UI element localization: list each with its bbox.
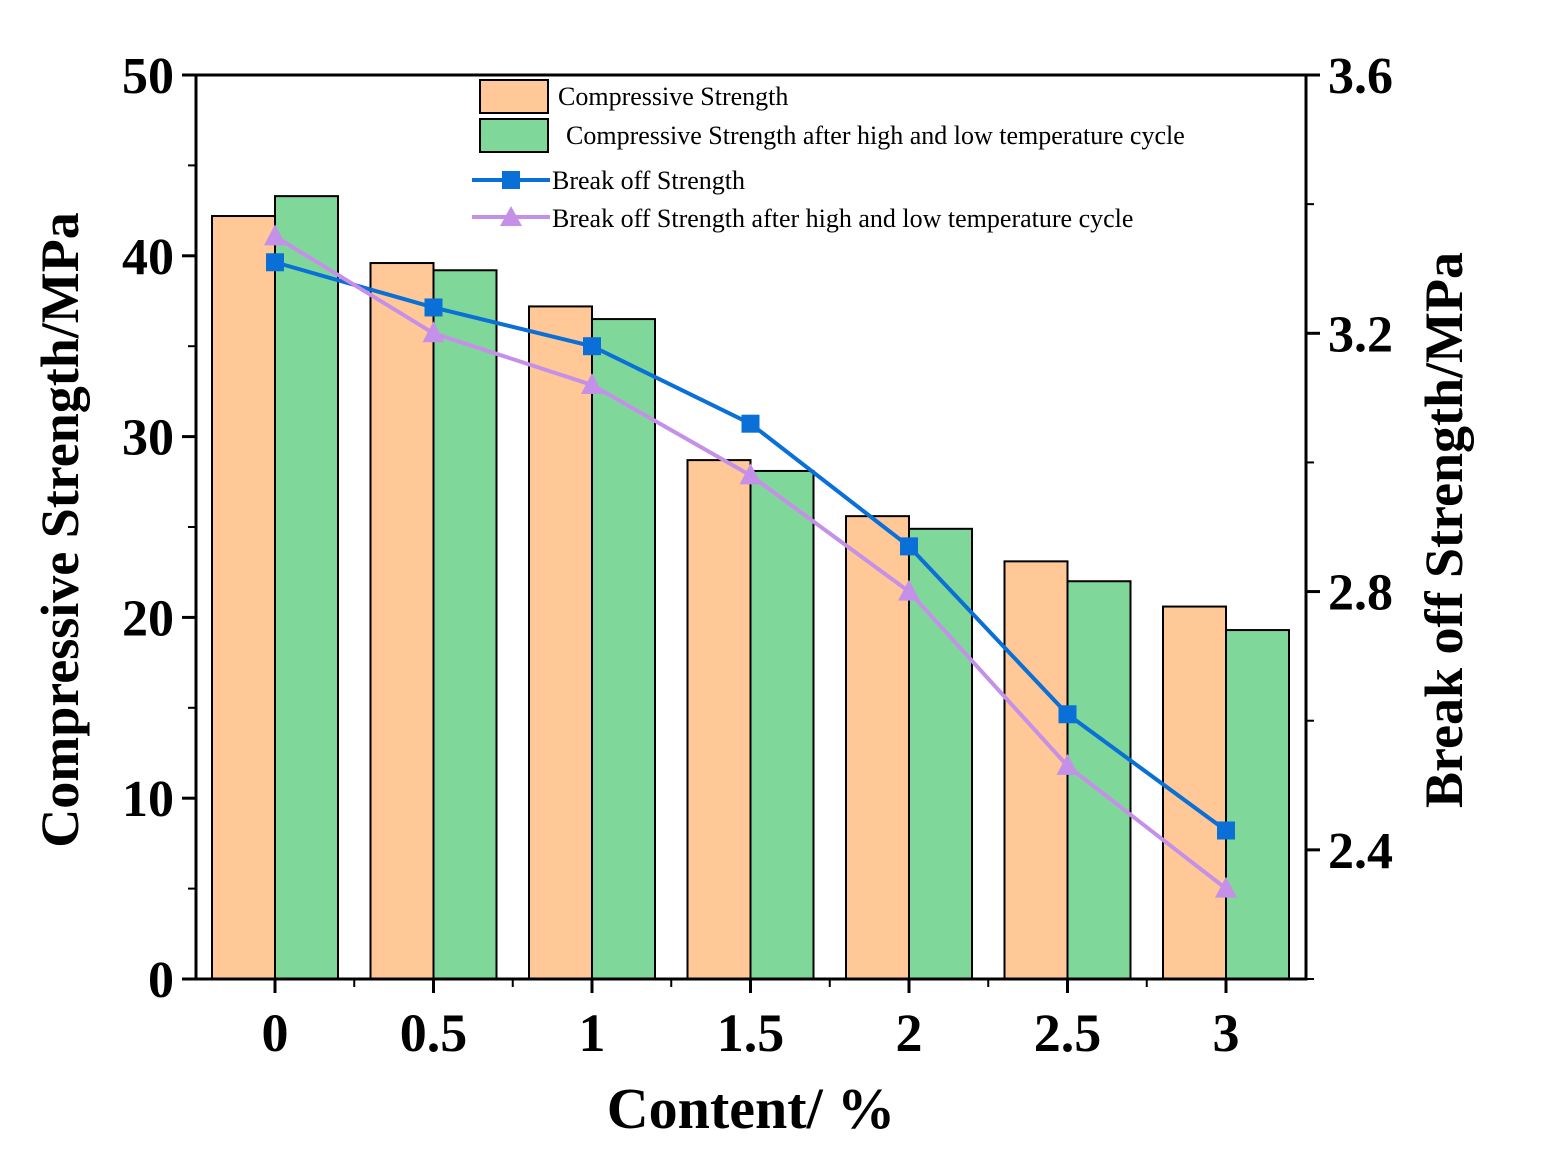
legend-marker-break-off-square <box>502 171 520 189</box>
legend-label-compressive: Compressive Strength <box>558 82 788 111</box>
y-tick-label: 40 <box>122 229 174 286</box>
x-tick-label: 2.5 <box>1034 1003 1102 1063</box>
y-tick-label: 50 <box>122 48 174 105</box>
bar-compressive-cycle-2 <box>908 527 973 980</box>
y-tick-label: 0 <box>148 952 174 1009</box>
marker-break-off-cycle-2 <box>898 579 920 601</box>
x-tick-label: 1 <box>579 1003 606 1063</box>
bar-compressive-cycle-1 <box>591 318 656 980</box>
legend-marker-break-off-cycle-triangle <box>500 206 522 226</box>
marker-break-off-cycle-1 <box>581 372 603 394</box>
y2-axis-title: Break off Strength/MPa <box>1414 252 1474 808</box>
bar-compressive-2 <box>845 515 910 980</box>
x-tick-label: 2 <box>896 1003 923 1063</box>
y2-tick-label: 3.6 <box>1328 48 1393 105</box>
bar-compressive-0 <box>211 215 276 981</box>
bar-compressive-cycle-0.5 <box>432 269 498 981</box>
x-tick-label: 3 <box>1213 1003 1240 1063</box>
bar-compressive-1 <box>528 305 593 980</box>
bar-compressive-0.5 <box>369 262 435 981</box>
marker-break-off-0.5 <box>424 298 443 317</box>
lines-layer <box>264 224 1237 898</box>
marker-break-off-2.5 <box>1058 705 1077 724</box>
y2-tick-label: 2.8 <box>1328 565 1393 622</box>
bar-compressive-cycle-3 <box>1225 629 1290 981</box>
legend-swatch-compressive-cycle <box>479 118 549 153</box>
y-tick-label: 10 <box>122 771 174 828</box>
bar-compressive-cycle-2.5 <box>1066 580 1132 980</box>
marker-break-off-0 <box>266 253 284 272</box>
x-axis-title: Content/ % <box>607 1076 895 1141</box>
marker-break-off-cycle-3 <box>1215 876 1237 898</box>
marker-break-off-3 <box>1217 821 1235 840</box>
y2-tick-label: 2.4 <box>1328 823 1393 880</box>
bar-compressive-cycle-1.5 <box>749 469 815 980</box>
y2-tick-label: 3.2 <box>1328 306 1393 363</box>
legend-label-compressive-cycle: Compressive Strength after high and low … <box>566 121 1185 150</box>
legend-swatch-compressive <box>479 79 549 114</box>
legend: Compressive Strength Compressive Strengt… <box>472 79 1185 233</box>
y-axis-title: Compressive Strength/MPa <box>30 212 90 847</box>
marker-break-off-1.5 <box>741 414 760 433</box>
marker-break-off-cycle-0 <box>264 224 286 246</box>
marker-break-off-1 <box>583 337 601 356</box>
bar-compressive-1.5 <box>686 459 752 980</box>
bar-compressive-cycle-0 <box>274 195 339 981</box>
y-tick-label: 20 <box>122 590 174 647</box>
x-tick-label: 1.5 <box>717 1003 785 1063</box>
y-tick-label: 30 <box>122 410 174 467</box>
bars-layer <box>211 195 1290 981</box>
bar-compressive-2.5 <box>1003 560 1069 980</box>
legend-label-break-off-cycle: Break off Strength after high and low te… <box>552 204 1133 233</box>
axes-layer: 0 10 20 30 40 50 2.4 2.8 3.2 3.6 0 0.5 1 1.5 2 2.5 3 <box>122 48 1393 1063</box>
marker-break-off-cycle-1.5 <box>739 463 762 485</box>
marker-break-off-cycle-0.5 <box>422 321 445 343</box>
legend-label-break-off: Break off Strength <box>552 166 745 195</box>
x-tick-label: 0.5 <box>400 1003 468 1063</box>
x-tick-label: 0 <box>262 1003 289 1063</box>
marker-break-off-2 <box>900 537 918 556</box>
marker-break-off-cycle-2.5 <box>1056 753 1079 775</box>
